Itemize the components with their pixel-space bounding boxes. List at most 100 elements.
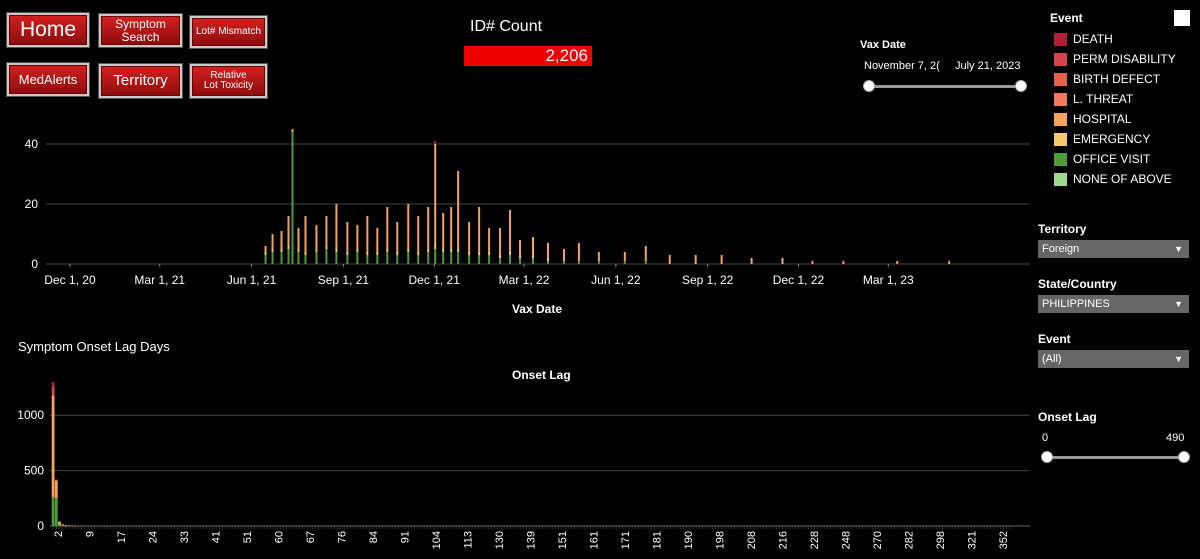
legend-item[interactable]: L. THREAT [1054,92,1133,106]
bar-segment [478,252,481,255]
onset-lag-max: 490 [1166,432,1185,444]
id-count-value: 2,206 [464,46,592,66]
relative-lot-toxicity-button[interactable]: Relative Lot Toxicity [190,64,267,98]
chevron-down-icon: ▼ [1174,354,1183,364]
bar-segment [450,249,453,252]
medalerts-button[interactable]: MedAlerts [7,63,89,96]
x-axis-title: Vax Date [512,302,562,316]
x-tick-label: Dec 1, 22 [773,273,825,287]
bar-segment [750,258,753,264]
bar-segment [304,255,307,264]
bar-segment [64,525,68,526]
legend-item[interactable]: BIRTH DEFECT [1054,72,1160,86]
legend-item[interactable]: OFFICE VISIT [1054,152,1150,166]
bar-segment [450,252,453,264]
bar-segment [499,258,502,264]
bar-segment [597,252,600,261]
x-tick-label: 139 [526,531,538,549]
territory-button[interactable]: Territory [99,64,182,98]
id-count-label: ID# Count [470,18,543,35]
y-tick-label: 500 [24,464,44,478]
legend-item[interactable]: HOSPITAL [1054,112,1131,126]
legend-item[interactable]: NONE OF ABOVE [1054,172,1172,186]
legend-item[interactable]: EMERGENCY [1054,132,1150,146]
x-tick-label: 352 [998,531,1010,549]
onset-chart-title: Symptom Onset Lag Days [18,339,170,354]
bar-segment [386,249,389,252]
bar-segment [51,497,55,526]
bar-segment [417,255,420,264]
bar-segment [366,216,369,252]
bar-segment [386,207,389,249]
x-tick-label: 17 [116,531,128,543]
legend-swatch [1054,172,1067,186]
onset-chart-subtitle: Onset Lag [512,368,571,382]
bar-segment [346,222,349,252]
legend-swatch [1054,92,1067,106]
chevron-down-icon: ▼ [1174,244,1183,254]
bar-segment [434,141,437,144]
onset-lag-min-handle[interactable] [1041,451,1053,463]
vax-date-end-handle[interactable] [1015,80,1027,92]
legend-label: EMERGENCY [1073,132,1151,146]
x-tick-label: 298 [935,531,947,549]
x-tick-label: 60 [274,531,286,543]
bar-segment [376,228,379,252]
bar-segment [291,129,294,132]
bar-segment [509,255,512,264]
onset-lag-min: 0 [1042,432,1049,444]
bar-segment [577,261,580,264]
bar-segment [264,252,267,255]
x-tick-label: 33 [179,531,191,543]
x-tick-label: 190 [683,531,695,549]
legend-swatch [1054,112,1067,126]
bar-segment [577,243,580,261]
bar-segment [720,255,723,264]
vax-date-start-handle[interactable] [863,80,875,92]
bar-segment [271,249,274,252]
y-tick-label: 1000 [17,408,44,422]
bar-segment [781,258,784,264]
bar-segment [297,228,300,249]
territory-dropdown[interactable]: Foreign ▼ [1038,240,1189,258]
lot-mismatch-button[interactable]: Lot# Mismatch [190,16,267,48]
bar-segment [315,252,318,264]
state-country-dropdown[interactable]: PHILIPPINES ▼ [1038,295,1189,313]
bar-segment [51,395,55,498]
bar-segment [546,258,549,261]
x-tick-label: 208 [746,531,758,549]
legend-swatch [1054,152,1067,166]
onset-lag-max-handle[interactable] [1178,451,1190,463]
onset-lag-slider-track[interactable] [1046,456,1184,459]
bar-segment [694,255,697,264]
state-country-dropdown-value: PHILIPPINES [1042,298,1110,310]
symptom-search-button[interactable]: Symptom Search [99,14,182,47]
legend-title: Event [1050,11,1083,25]
bar-segment [488,255,491,264]
legend-toggle-box[interactable] [1174,10,1190,26]
bar-segment [287,246,290,249]
bar-segment [366,255,369,264]
bar-segment [297,249,300,252]
bar-segment [457,249,460,252]
vax-date-slider-track[interactable] [868,85,1020,88]
bar-segment [488,252,491,255]
bar-segment [396,252,399,255]
bar-segment [280,252,283,264]
legend-item[interactable]: DEATH [1054,32,1113,46]
bar-segment [356,225,359,249]
x-tick-label: 161 [589,531,601,549]
x-tick-label: Sep 1, 21 [318,273,370,287]
x-tick-label: Dec 1, 20 [44,273,96,287]
bar-segment [264,246,267,252]
bar-segment [532,258,535,264]
event-dropdown[interactable]: (All) ▼ [1038,350,1189,368]
bar-segment [499,255,502,258]
x-tick-label: 171 [620,531,632,549]
bar-segment [623,261,626,264]
legend-item[interactable]: PERM DISABILITY [1054,52,1176,66]
bar-segment [842,261,845,264]
home-button[interactable]: Home [7,13,89,47]
bar-segment [499,228,502,255]
bar-segment [356,249,359,252]
